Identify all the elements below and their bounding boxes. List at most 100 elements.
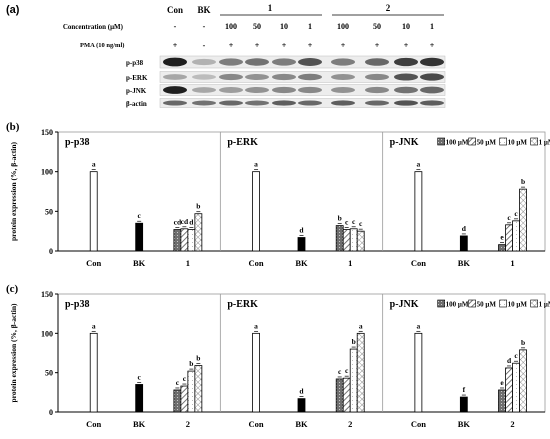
subplot-title: p-JNK [390,137,419,148]
bar-treatment [512,362,520,413]
bar-treatment [349,348,358,413]
bar-bk [135,384,144,413]
bar-treatment [356,230,365,252]
blot-band [163,57,187,67]
blot-band [245,100,269,106]
blot-band [298,100,322,106]
blot-band [331,86,355,94]
significance-label: f [463,385,466,394]
blot-band [394,86,418,94]
significance-label: b [189,359,193,368]
subplot-title: p-ERK [227,299,258,310]
x-tick-label: 2 [348,419,352,429]
x-tick-label: Con [248,258,263,268]
blot-band [192,100,216,106]
bar-con [414,332,423,413]
significance-label: c [514,209,518,218]
significance-label: a [417,160,421,169]
y-axis-label: protein expression (%, β-actin) [9,303,18,403]
significance-label: a [254,160,258,169]
concentration-value: 50 [373,22,381,31]
x-tick-label: BK [295,258,308,268]
pma-value: + [173,41,178,50]
blot-band [219,87,243,93]
bar-treatment [335,225,344,252]
concentration-value: 10 [402,22,410,31]
significance-label: cd [181,217,189,226]
bar-con [252,171,260,252]
significance-label: a [92,160,96,169]
blot-band [192,74,216,80]
pma-value: + [404,41,409,50]
blot-band [245,86,269,94]
bar-treatment [498,244,506,252]
bar-con [89,171,98,252]
significance-label: c [359,219,363,228]
significance-label: d [189,218,194,227]
bar-treatment [180,228,189,252]
blot-band [298,86,322,94]
legend-swatch [437,299,445,308]
legend-swatch [468,299,476,308]
blot-band [272,58,296,66]
bar-bk [297,237,306,252]
x-tick-label: 1 [348,258,352,268]
concentration-value: - [174,22,177,31]
significance-label: b [196,202,200,211]
blot-row-label: β-actin [126,100,147,108]
blot-band [192,58,216,66]
bar-treatment [194,213,203,252]
blot-band [420,73,444,81]
y-axis-label: protein expression (%, β-actin) [9,141,18,241]
bar-treatment [335,378,344,413]
legend-swatch [468,137,476,146]
x-tick-label: Con [86,419,101,429]
concentration-value: 1 [430,22,434,31]
pma-value: + [229,41,234,50]
pma-label: PMA (10 ng/ml) [80,42,124,49]
x-tick-label: Con [86,258,101,268]
significance-label: c [507,213,511,222]
blot-band [331,100,355,106]
legend-label: 10 μM [508,301,528,309]
blot-band [245,73,269,81]
blot-band [163,100,187,106]
blot-band [420,86,444,94]
significance-label: a [254,321,258,330]
blot-band [272,73,296,81]
significance-label: c [514,351,518,360]
pma-value: + [308,41,313,50]
pma-value: + [255,41,260,50]
y-tick-label: 100 [41,329,53,338]
pma-value: + [282,41,287,50]
significance-label: a [417,321,421,330]
bar-treatment [173,389,182,413]
blot-band [365,100,389,106]
significance-label: c [183,374,187,383]
western-blot-figure: Con BK 1 2 Concentration (μM) - - 100 50 10 1 100 50… [63,3,446,108]
blot-band [219,73,243,81]
bar-treatment [505,224,513,252]
blot-row-label: p-p38 [126,59,144,67]
y-tick-label: 50 [45,369,53,378]
significance-label: c [345,366,349,375]
concentration-value: - [203,22,206,31]
legend-swatch [530,299,538,308]
concentration-value: 50 [253,22,261,31]
bar-treatment [512,220,520,252]
legend-label: 50 μM [477,301,497,309]
header-group-2: 2 [386,3,391,13]
x-tick-label: BK [133,419,146,429]
blot-band [394,73,418,81]
legend-label: 100 μM [446,139,469,147]
x-tick-label: Con [411,419,426,429]
blot-band [420,100,444,106]
significance-label: b [196,354,200,363]
significance-label: a [92,321,96,330]
legend-label: 1 μM [539,139,550,147]
significance-label: b [352,337,356,346]
y-tick-label: 150 [41,128,53,137]
bar-treatment [356,332,365,413]
legend-label: 100 μM [446,301,469,309]
y-tick-label: 50 [45,207,53,216]
